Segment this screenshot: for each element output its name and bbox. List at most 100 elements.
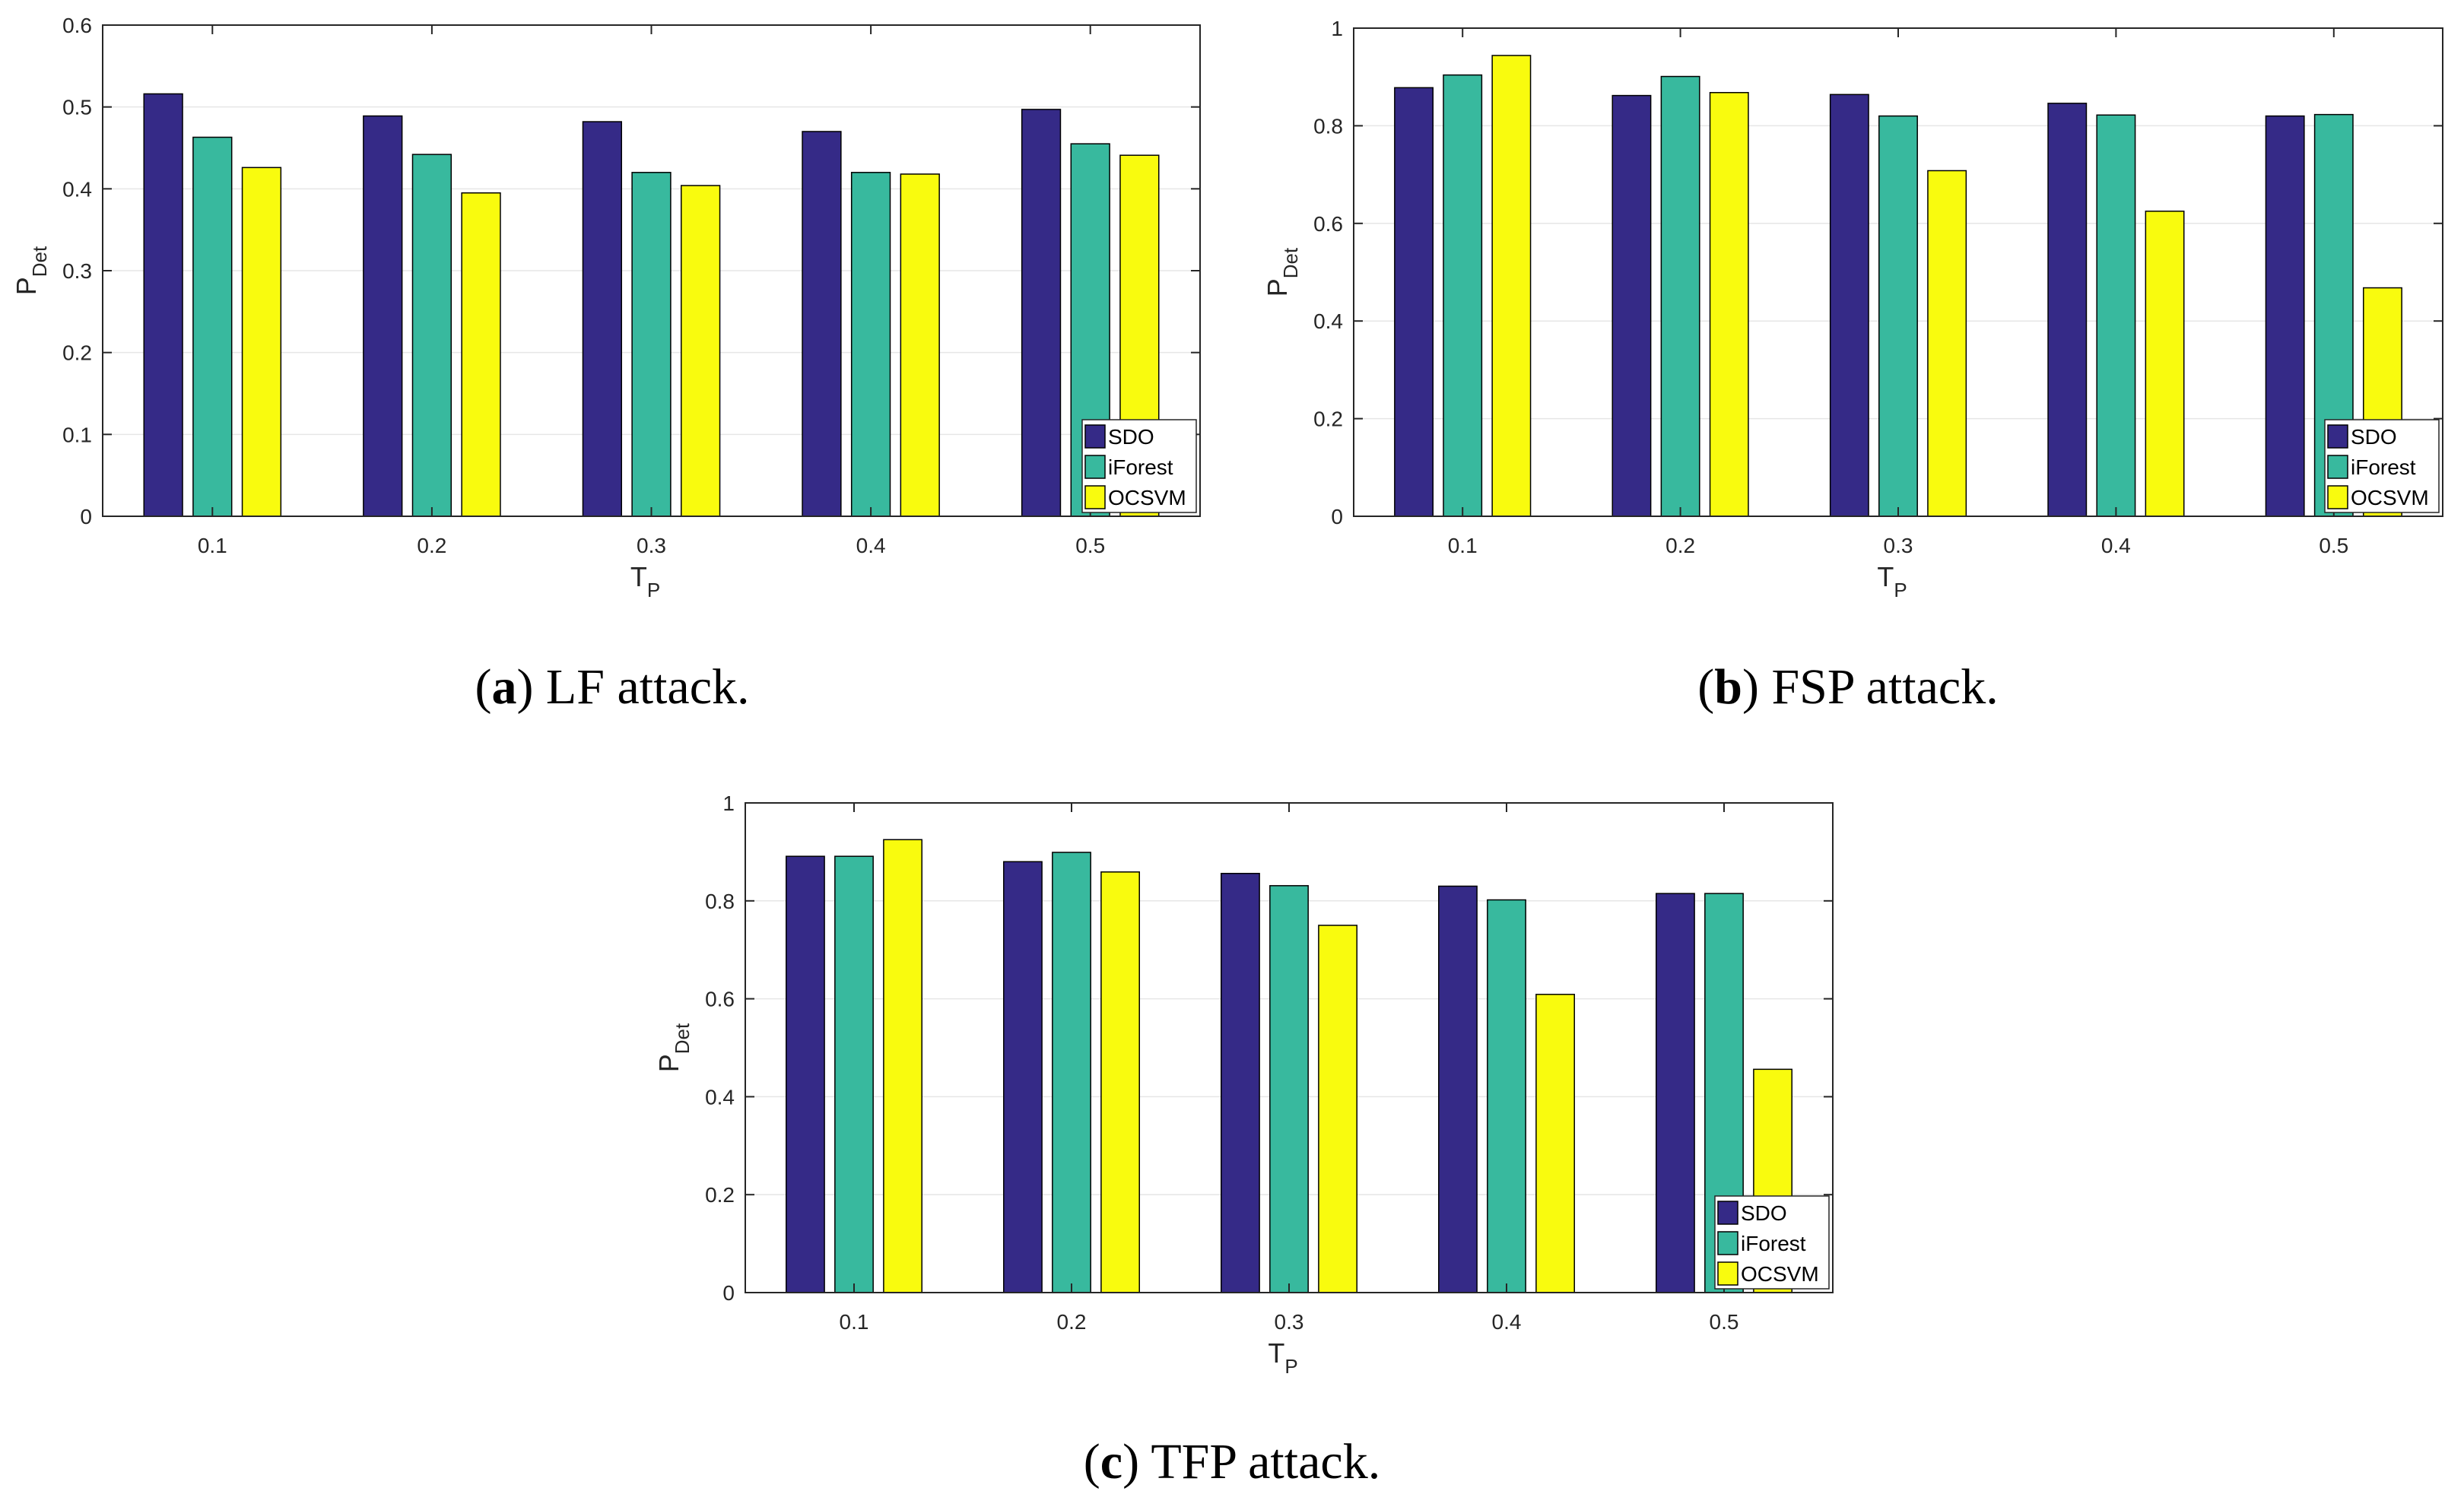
x-tick-label: 0.1: [1448, 534, 1478, 557]
legend-label-ocsvm: OCSVM: [1108, 486, 1186, 509]
legend-label-sdo: SDO: [2351, 425, 2397, 449]
bar-ocsvm-0.4: [900, 173, 940, 517]
bar-iforest-0.3: [1878, 115, 1918, 517]
chart-panel-tfp: 0 0.2 0.4 0.6 0.8 1 0.1 0.2 0.3 0.4 0.5 TP PDet SDO iF…: [653, 792, 1834, 1378]
caption-fsp: (b) FSP attack.: [1697, 659, 1998, 715]
legend-swatch-ocsvm: [1084, 485, 1106, 509]
y-tick-label: 0.4: [62, 177, 92, 201]
legend-label-iforest: iForest: [1108, 455, 1173, 479]
bar-sdo-0.5: [2265, 115, 2305, 517]
x-tick-label: 0.2: [1057, 1310, 1087, 1334]
bar-ocsvm-0.2: [1709, 91, 1749, 517]
x-tick-label: 0.5: [1075, 534, 1105, 557]
y-tick-label: 0.8: [705, 890, 735, 913]
bar-sdo-0.5: [1656, 893, 1695, 1293]
x-tick-label: 0.2: [1665, 534, 1695, 557]
legend-swatch-sdo: [1717, 1201, 1738, 1225]
caption-tfp: (c) TFP attack.: [1084, 1434, 1380, 1490]
legend-swatch-ocsvm: [2327, 485, 2348, 509]
x-tick-label: 0.4: [1492, 1310, 1522, 1334]
legend-swatch-iforest: [1084, 455, 1106, 479]
legend-swatch-sdo: [2327, 424, 2348, 449]
bar-ocsvm-0.1: [883, 839, 922, 1293]
y-tick-label: 0.1: [62, 423, 92, 446]
bar-sdo-0.4: [2047, 103, 2088, 517]
chart-panel-fsp: 0 0.2 0.4 0.6 0.8 1 0.1 0.2 0.3 0.4 0.5 TP PDet SDO iF…: [1262, 17, 2443, 601]
bar-ocsvm-0.1: [1491, 55, 1532, 517]
legend-swatch-ocsvm: [1717, 1261, 1738, 1286]
legend-lf: SDO iForest OCSVM: [1081, 419, 1197, 513]
y-tick-label: 0.2: [1313, 408, 1343, 431]
bar-ocsvm-0.3: [1318, 925, 1357, 1293]
bar-sdo-0.3: [582, 121, 623, 517]
x-tick-label: 0.3: [1884, 534, 1913, 557]
bar-sdo-0.5: [1021, 109, 1062, 517]
y-tick-label: 0.4: [705, 1085, 735, 1109]
y-axis-label: PDet: [653, 1023, 694, 1072]
bar-sdo-0.3: [1829, 94, 1869, 517]
x-axis-label: TP: [1877, 561, 1907, 601]
x-axis-label: TP: [630, 561, 660, 601]
y-axis-label: PDet: [11, 246, 51, 295]
legend-label-sdo: SDO: [1741, 1201, 1787, 1225]
legend-swatch-iforest: [2327, 455, 2348, 479]
y-tick-label: 0.6: [62, 14, 92, 37]
y-tick-label: 1: [1331, 17, 1343, 40]
bar-sdo-0.2: [1611, 94, 1652, 517]
x-tick-label: 0.4: [856, 534, 886, 557]
bar-ocsvm-0.1: [241, 167, 282, 517]
y-tick-label: 1: [722, 792, 735, 815]
y-tick-label: 0.4: [1313, 309, 1343, 333]
bar-iforest-0.1: [192, 136, 233, 517]
bar-sdo-0.4: [802, 131, 842, 517]
y-tick-label: 0.5: [62, 96, 92, 119]
x-tick-label: 0.3: [637, 534, 666, 557]
legend-label-sdo: SDO: [1108, 425, 1154, 449]
x-tick-label: 0.1: [840, 1310, 869, 1334]
bar-sdo-0.1: [1394, 87, 1434, 517]
y-tick-label: 0.2: [62, 341, 92, 365]
y-tick-label: 0: [722, 1281, 735, 1305]
bar-iforest-0.4: [850, 172, 891, 517]
y-tick-label: 0.6: [1313, 212, 1343, 236]
caption-lf: (a) LF attack.: [475, 659, 749, 715]
bar-sdo-0.1: [143, 93, 183, 517]
y-tick-label: 0.3: [62, 259, 92, 283]
bar-ocsvm-0.4: [1535, 994, 1575, 1293]
y-axis-label: PDet: [1262, 247, 1302, 297]
x-tick-label: 0.5: [1710, 1310, 1739, 1334]
x-tick-label: 0.5: [2319, 534, 2348, 557]
bar-sdo-0.3: [1221, 872, 1260, 1293]
bar-iforest-0.2: [1052, 852, 1091, 1293]
legend-label-iforest: iForest: [2351, 455, 2416, 479]
bar-ocsvm-0.3: [1927, 170, 1967, 517]
legend-label-iforest: iForest: [1741, 1232, 1806, 1255]
bar-iforest-0.4: [1487, 899, 1526, 1293]
x-tick-label: 0.2: [417, 534, 446, 557]
bar-iforest-0.2: [411, 154, 452, 517]
bar-ocsvm-0.2: [461, 192, 501, 517]
y-tick-label: 0.2: [705, 1183, 735, 1207]
legend-label-ocsvm: OCSVM: [2351, 486, 2429, 509]
y-tick-label: 0: [1331, 505, 1343, 528]
bar-sdo-0.2: [1003, 861, 1043, 1293]
legend-label-ocsvm: OCSVM: [1741, 1262, 1819, 1286]
bar-iforest-0.2: [1660, 75, 1700, 517]
bar-iforest-0.3: [1269, 885, 1309, 1293]
bar-iforest-0.3: [631, 172, 672, 517]
legend-tfp: SDO iForest OCSVM: [1714, 1195, 1830, 1290]
legend-swatch-iforest: [1717, 1231, 1738, 1255]
legend-fsp: SDO iForest OCSVM: [2324, 419, 2440, 513]
x-axis-label: TP: [1268, 1337, 1297, 1378]
legend-swatch-sdo: [1084, 424, 1106, 449]
bar-iforest-0.1: [1443, 74, 1483, 517]
bar-sdo-0.4: [1438, 885, 1478, 1293]
y-tick-label: 0: [80, 505, 92, 528]
chart-panel-lf: 0 0.1 0.2 0.3 0.4 0.5 0.6 0.1 0.2 0.3 0.4 0.5 TP PDet…: [11, 14, 1201, 601]
bar-ocsvm-0.3: [680, 185, 721, 517]
x-tick-label: 0.3: [1275, 1310, 1304, 1334]
y-tick-label: 0.6: [705, 988, 735, 1011]
bar-sdo-0.1: [786, 855, 825, 1293]
x-tick-label: 0.1: [198, 534, 227, 557]
